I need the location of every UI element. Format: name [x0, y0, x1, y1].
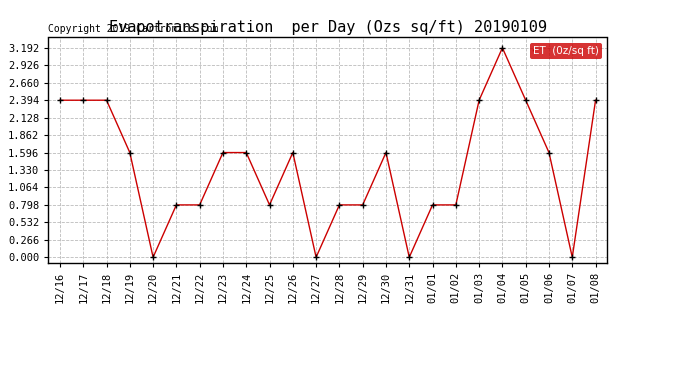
Text: Copyright 2019 Cartronics.com: Copyright 2019 Cartronics.com: [48, 24, 219, 34]
Title: Evapotranspiration  per Day (Ozs sq/ft) 20190109: Evapotranspiration per Day (Ozs sq/ft) 2…: [109, 20, 546, 35]
Legend: ET  (0z/sq ft): ET (0z/sq ft): [530, 43, 602, 59]
